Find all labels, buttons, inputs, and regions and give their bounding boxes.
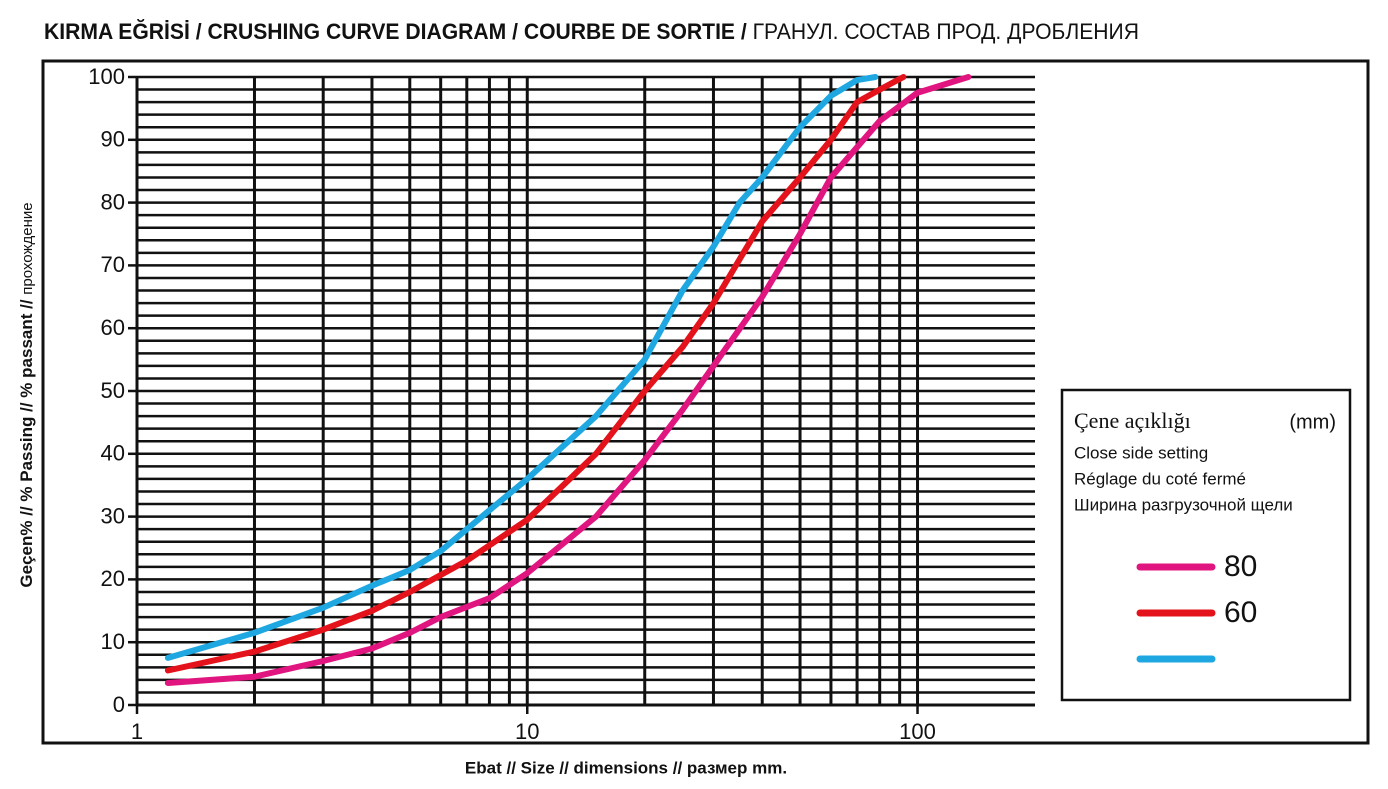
chart-title: KIRMA EĞRİSİ / CRUSHING CURVE DIAGRAM / … (44, 19, 1139, 44)
x-axis-label: Ebat // Size // dimensions // размер mm. (465, 758, 787, 777)
y-tick-label: 90 (101, 127, 125, 152)
legend-subtitle: Close side setting (1074, 443, 1208, 462)
legend-label: 80 (1224, 550, 1257, 583)
series-line (164, 74, 972, 686)
y-tick-label: 10 (101, 629, 125, 654)
legend-unit: (mm) (1289, 411, 1336, 433)
legend-box (1060, 388, 1352, 702)
y-tick-label: 80 (101, 189, 125, 214)
series-line (164, 74, 879, 661)
y-tick-label: 60 (101, 315, 125, 340)
y-tick-label: 50 (101, 378, 125, 403)
grid (135, 75, 1035, 707)
legend-subtitle: Réglage du coté fermé (1074, 469, 1246, 488)
series-line (164, 74, 907, 674)
y-tick-label: 0 (113, 692, 125, 717)
y-label-part: прохождение (19, 202, 36, 294)
y-tick-label: 30 (101, 503, 125, 528)
x-tick-label: 10 (515, 719, 539, 744)
y-axis-label: Geçen% // % Passing // % passant // прох… (17, 202, 36, 587)
y-tick-label: 70 (101, 252, 125, 277)
legend-title: Çene açıklığı (1074, 408, 1191, 433)
legend-subtitle: Ширина разгрузочной щели (1074, 495, 1293, 514)
y-label-part: Geçen% // % Passing // % passant // (17, 299, 36, 587)
y-tick-label: 20 (101, 566, 125, 591)
y-tick-label: 40 (101, 441, 125, 466)
legend-label: 60 (1224, 596, 1257, 629)
x-tick-label: 1 (131, 719, 143, 744)
title-part: KIRMA EĞRİSİ / CRUSHING CURVE DIAGRAM / … (44, 19, 747, 44)
title-part: ГРАНУЛ. СОСТАВ ПРОД. ДРОБЛЕНИЯ (753, 19, 1139, 44)
y-tick-label: 100 (88, 64, 125, 89)
x-tick-label: 100 (899, 719, 936, 744)
frame (41, 59, 1370, 745)
